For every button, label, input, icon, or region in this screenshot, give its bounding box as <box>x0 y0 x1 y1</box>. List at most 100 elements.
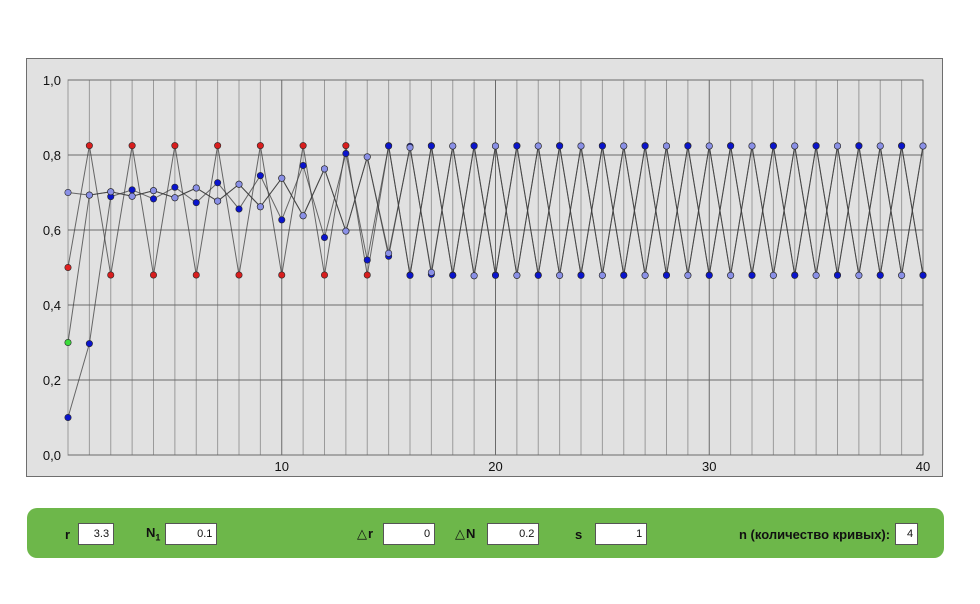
data-point <box>855 271 863 279</box>
data-point <box>513 271 521 279</box>
data-point <box>427 142 435 150</box>
data-point <box>684 142 692 150</box>
data-point <box>662 271 670 279</box>
y-tick-label: 0,6 <box>43 223 61 238</box>
curve-count-control: n (количество кривых): <box>739 523 919 545</box>
data-point <box>791 271 799 279</box>
y-tick-label: 0,0 <box>43 448 61 463</box>
tick-labels: 0,0 0,2 0,4 0,6 0,8 1,0 10 20 30 40 <box>43 73 930 474</box>
data-point <box>320 234 328 242</box>
x-tick-label: 40 <box>916 459 930 474</box>
delta-r-control: △r <box>357 523 436 545</box>
data-point <box>385 249 393 257</box>
delta-n-label: △N <box>455 526 476 542</box>
r-control: r <box>65 523 115 545</box>
data-point <box>192 271 200 279</box>
data-point <box>278 271 286 279</box>
data-point <box>406 271 414 279</box>
data-point <box>769 271 777 279</box>
data-point <box>919 142 927 150</box>
data-point <box>491 271 499 279</box>
data-point <box>705 271 713 279</box>
n1-control: N1 <box>146 523 218 545</box>
y-tick-label: 0,8 <box>43 148 61 163</box>
delta-icon: △ <box>357 527 367 542</box>
data-point <box>684 271 692 279</box>
data-point <box>833 142 841 150</box>
data-point <box>320 271 328 279</box>
data-point <box>278 174 286 182</box>
series-points <box>64 142 927 421</box>
data-point <box>171 183 179 191</box>
y-tick-label: 0,4 <box>43 298 61 313</box>
logistic-map-chart: 0,0 0,2 0,4 0,6 0,8 1,0 10 20 30 40 <box>43 73 930 474</box>
data-point <box>128 142 136 150</box>
data-point <box>534 271 542 279</box>
n1-label: N1 <box>146 525 161 543</box>
data-point <box>577 271 585 279</box>
n1-input[interactable] <box>165 523 218 545</box>
data-point <box>128 186 136 194</box>
data-point <box>235 180 243 188</box>
data-point <box>620 142 628 150</box>
data-point <box>85 142 93 150</box>
curve-count-label: n (количество кривых): <box>739 526 891 542</box>
data-point <box>342 227 350 235</box>
y-tick-label: 1,0 <box>43 73 61 88</box>
data-point <box>491 142 499 150</box>
delta-r-label: △r <box>357 526 374 542</box>
data-point <box>406 144 414 152</box>
data-point <box>385 142 393 150</box>
data-point <box>534 142 542 150</box>
data-point <box>278 216 286 224</box>
data-point <box>427 268 435 276</box>
data-point <box>363 271 371 279</box>
s-label: s <box>575 526 583 542</box>
r-input[interactable] <box>78 523 115 545</box>
data-point <box>919 271 927 279</box>
parameter-controls-panel: r N1 △r △N s n (количество кривых): <box>27 508 944 558</box>
data-point <box>150 195 158 203</box>
data-point <box>791 142 799 150</box>
data-point <box>214 179 222 187</box>
s-input[interactable] <box>595 523 648 545</box>
data-point <box>876 271 884 279</box>
x-tick-label: 20 <box>488 459 502 474</box>
data-point <box>171 194 179 202</box>
data-point <box>214 142 222 150</box>
data-point <box>470 272 478 280</box>
data-point <box>107 271 115 279</box>
data-point <box>64 189 72 197</box>
data-point <box>449 271 457 279</box>
data-point <box>192 199 200 207</box>
chart-panel: 0,0 0,2 0,4 0,6 0,8 1,0 10 20 30 40 <box>26 58 943 477</box>
curve-count-input[interactable] <box>895 523 919 545</box>
data-point <box>64 338 72 346</box>
data-point <box>641 271 649 279</box>
data-point <box>85 191 93 199</box>
data-point <box>192 184 200 192</box>
delta-n-input[interactable] <box>487 523 540 545</box>
data-point <box>128 192 136 200</box>
data-point <box>812 142 820 150</box>
grid-lines <box>67 79 924 456</box>
data-point <box>214 197 222 205</box>
delta-icon: △ <box>455 527 465 542</box>
data-point <box>299 142 307 150</box>
data-point <box>150 187 158 195</box>
data-point <box>235 205 243 213</box>
data-point <box>342 142 350 150</box>
data-point <box>898 142 906 150</box>
data-point <box>256 172 264 180</box>
data-point <box>556 142 564 150</box>
data-point <box>85 340 93 348</box>
r-label: r <box>65 526 71 542</box>
data-point <box>256 203 264 211</box>
data-point <box>449 142 457 150</box>
delta-r-input[interactable] <box>383 523 436 545</box>
data-point <box>320 165 328 173</box>
data-point <box>727 271 735 279</box>
data-point <box>577 142 585 150</box>
data-point <box>769 142 777 150</box>
data-point <box>620 271 628 279</box>
